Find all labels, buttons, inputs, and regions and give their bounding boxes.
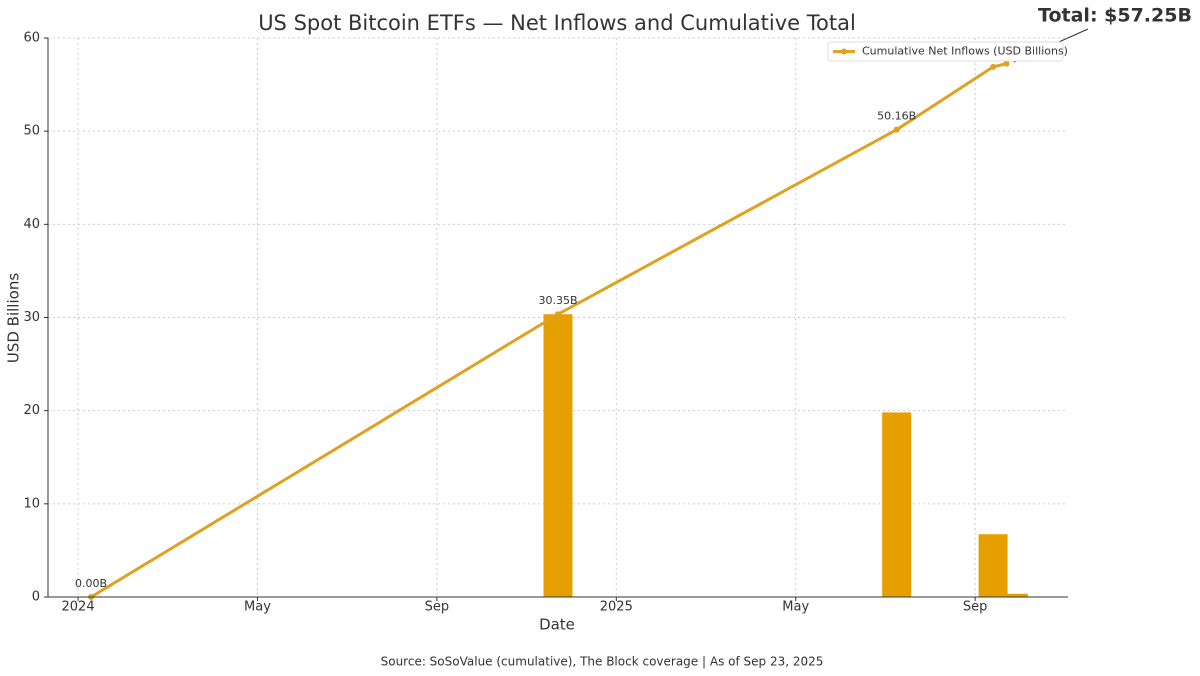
chart-title: US Spot Bitcoin ETFs — Net Inflows and C… — [258, 11, 856, 35]
y-axis-label: USD Billions — [5, 273, 23, 363]
line-marker — [555, 311, 561, 318]
bar — [543, 314, 573, 597]
line-marker — [990, 63, 997, 70]
legend-marker — [841, 48, 847, 55]
legend: Cumulative Net Inflows (USD Billions) — [827, 41, 1068, 62]
x-tick-label: Sep — [963, 600, 988, 615]
y-tick-label: 20 — [23, 403, 40, 418]
y-tick-label: 10 — [23, 496, 40, 511]
line-marker — [1003, 60, 1010, 67]
data-label: 30.35B — [538, 294, 577, 307]
data-label: 0.00B — [75, 577, 107, 590]
y-tick-label: 30 — [23, 310, 40, 325]
source-note: Source: SoSoValue (cumulative), The Bloc… — [381, 655, 824, 669]
y-tick-label: 60 — [23, 31, 40, 46]
bar — [882, 412, 912, 597]
data-label: 50.16B — [877, 110, 916, 123]
x-tick-label: Sep — [425, 600, 450, 615]
bar — [998, 593, 1028, 597]
x-tick-label: May — [244, 600, 271, 615]
y-tick-label: 40 — [23, 217, 40, 232]
y-tick-label: 50 — [23, 124, 40, 139]
legend-box — [827, 41, 1064, 62]
legend-label: Cumulative Net Inflows (USD Billions) — [862, 45, 1068, 58]
x-tick-label: 2024 — [62, 600, 95, 615]
x-axis-label: Date — [539, 616, 575, 634]
total-annotation: Total: $57.25B — [1038, 5, 1192, 27]
line-marker — [893, 126, 900, 133]
y-tick-label: 0 — [32, 590, 40, 605]
x-tick-label: May — [782, 600, 809, 615]
x-tick-label: 2025 — [600, 600, 633, 615]
bar — [978, 534, 1008, 597]
